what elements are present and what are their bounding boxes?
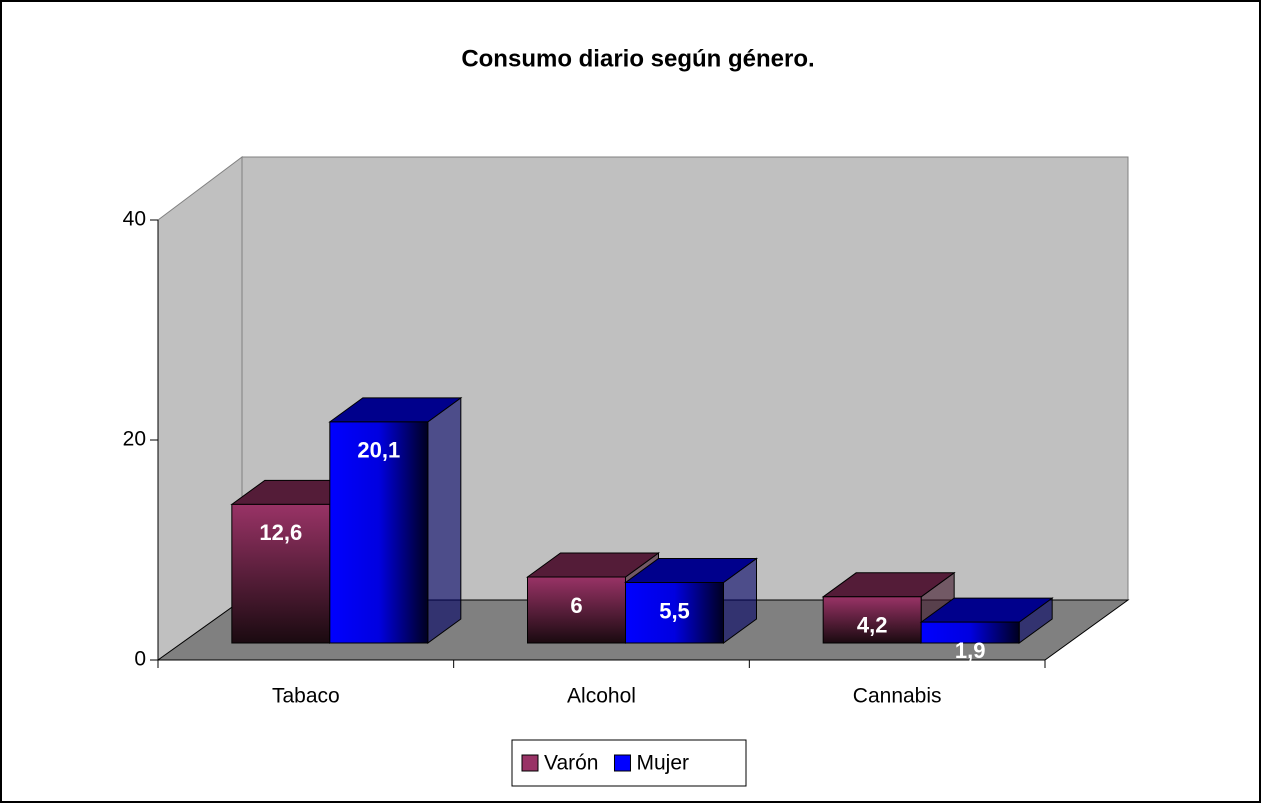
legend-label: Varón [544, 752, 598, 775]
legend: Varón Mujer [511, 739, 747, 787]
legend-swatch [613, 754, 631, 772]
x-tick-label: Tabaco [272, 685, 340, 708]
data-label: 4,2 [857, 613, 888, 638]
bar [625, 582, 724, 644]
side-wall [157, 156, 243, 661]
x-tick-label: Cannabis [853, 685, 942, 708]
bar [920, 621, 1020, 644]
y-tick-label: 20 [123, 428, 146, 451]
bar [822, 596, 922, 644]
bar [329, 421, 429, 644]
x-tick-label: Alcohol [567, 685, 636, 708]
y-tick-label: 0 [134, 648, 146, 671]
chart-title: Consumo diario según género. [461, 45, 814, 72]
legend-swatch [521, 754, 539, 772]
bar-side [427, 396, 462, 644]
data-label: 20,1 [357, 438, 400, 463]
bar [231, 503, 331, 644]
data-label: 5,5 [659, 598, 690, 623]
data-label: 6 [570, 593, 582, 618]
legend-label: Mujer [636, 752, 689, 775]
data-label: 12,6 [259, 520, 302, 545]
y-tick-label: 40 [123, 208, 146, 231]
bar [527, 576, 626, 644]
data-label: 1,9 [955, 638, 986, 663]
